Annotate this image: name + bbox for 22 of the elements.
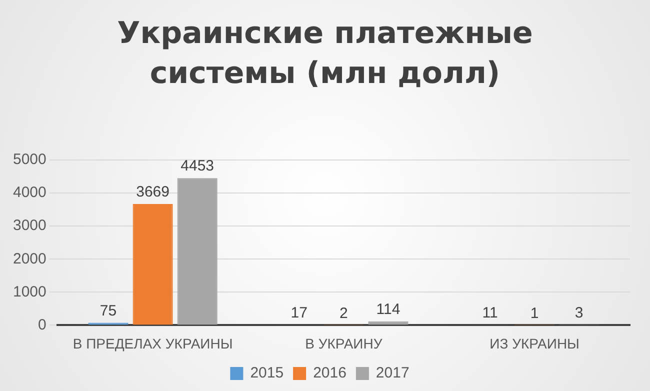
y-tick-label: 4000 [12,184,46,202]
data-label: 75 [100,302,117,320]
data-label: 114 [376,301,400,318]
data-label: 3 [574,304,584,322]
y-tick-label: 3000 [12,217,46,234]
legend-label: 2015 [250,364,284,382]
x-tick-label: В ПРЕДЕЛАХ УКРАИНЫ [72,335,233,352]
y-tick-label: 1000 [12,283,46,300]
data-label: 3669 [136,184,170,201]
data-label: 2 [340,304,348,322]
data-label: 11 [482,304,498,322]
legend-label: 2017 [376,364,410,382]
x-tick-label: В УКРАИНУ [305,335,382,352]
legend-label: 2016 [313,364,346,382]
data-label: 4453 [180,158,214,175]
chart-title: Украинские платежные системы (млн долл) [116,15,534,93]
y-tick-label: 5000 [12,151,46,168]
data-label: 1 [530,304,539,322]
y-tick-label: 2000 [12,250,46,268]
x-tick-label: ИЗ УКРАИНЫ [490,335,580,352]
y-tick-label: 0 [38,316,46,334]
data-label: 17 [290,304,308,322]
